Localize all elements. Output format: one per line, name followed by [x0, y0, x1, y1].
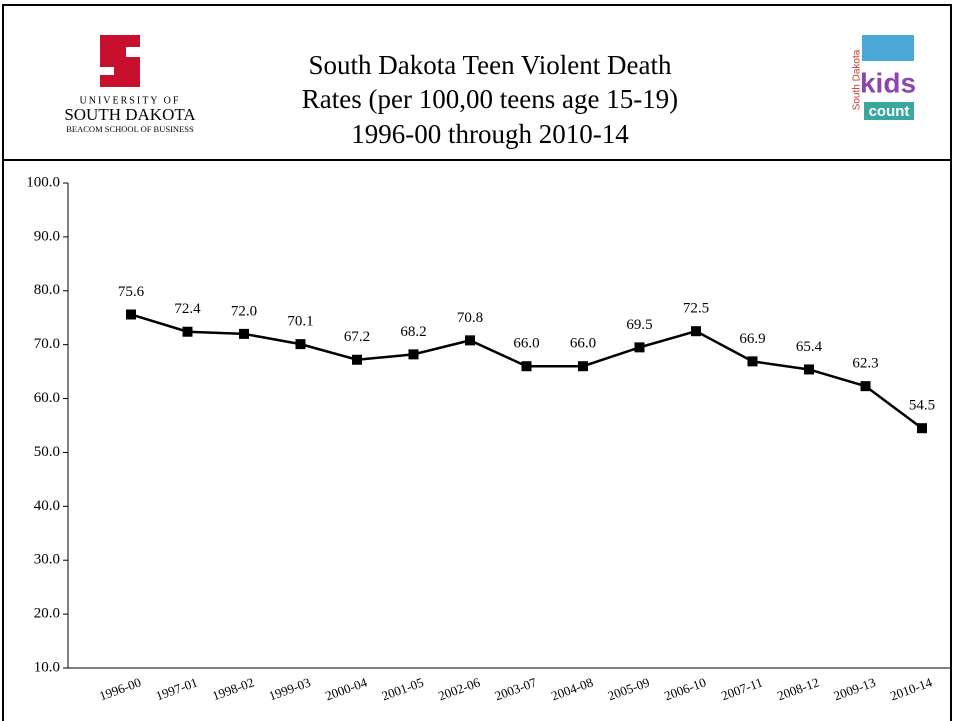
data-point: [182, 326, 193, 337]
x-tick-label: 2003-07: [493, 674, 539, 703]
data-label: 70.1: [287, 314, 313, 330]
y-tick-label: 10.0: [34, 659, 60, 675]
y-tick-label: 70.0: [34, 336, 60, 352]
data-label: 72.0: [231, 303, 257, 319]
x-tick-label: 1997-01: [154, 675, 200, 704]
logo-text: UNIVERSITY OF: [80, 95, 181, 106]
x-tick-label: 2006-10: [662, 675, 708, 704]
x-tick-label: 2000-04: [323, 674, 369, 703]
usd-logo: UNIVERSITY OF SOUTH DAKOTA BEACOM SCHOOL…: [64, 35, 196, 134]
data-point: [352, 354, 362, 365]
data-line: [130, 313, 923, 430]
logo-text: BEACOM SCHOOL OF BUSINESS: [66, 124, 194, 134]
logo-text: count: [869, 103, 910, 120]
data-label: 75.6: [118, 284, 145, 300]
data-point: [747, 356, 758, 367]
slide-frame: [2, 4, 952, 721]
x-tick-label: 2008-12: [775, 675, 821, 704]
y-tick-label: 100.0: [26, 174, 60, 190]
logo-text: South Dakota: [852, 49, 863, 110]
y-tick-label: 40.0: [34, 498, 60, 514]
data-point: [634, 342, 645, 353]
data-point: [578, 361, 588, 372]
x-tick-label: 2007-11: [719, 675, 764, 704]
x-tick-label: 1999-03: [267, 675, 313, 704]
data-label: 66.0: [513, 336, 539, 352]
y-tick-label: 50.0: [34, 444, 60, 460]
chart-title: 1996-00 through 2010-14: [351, 119, 629, 149]
kids-count-logo: South Dakota kids count: [852, 35, 916, 120]
chart-title: South Dakota Teen Violent Death: [309, 50, 672, 80]
data-label: 70.8: [457, 310, 483, 326]
x-tick-label: 2005-09: [606, 675, 652, 704]
logo-text: SOUTH DAKOTA: [64, 105, 196, 124]
data-label: 72.4: [174, 301, 201, 317]
x-tick-label: 2002-06: [436, 674, 482, 703]
usd-emblem: [100, 35, 140, 87]
data-point: [408, 349, 419, 360]
data-point: [804, 364, 814, 375]
logo-box: [864, 102, 914, 120]
logo-text: kids: [860, 67, 916, 98]
x-tick-label: 2001-05: [380, 675, 426, 704]
data-label: 62.3: [852, 356, 878, 372]
y-tick-label: 80.0: [34, 282, 60, 298]
data-label: 66.0: [570, 336, 596, 352]
data-label: 72.5: [683, 301, 709, 317]
data-label: 67.2: [344, 329, 370, 345]
data-label: 66.9: [739, 331, 765, 347]
data-label: 54.5: [909, 398, 935, 414]
data-point: [691, 326, 701, 337]
y-tick-label: 90.0: [34, 228, 60, 244]
chart-title: Rates (per 100,00 teens age 15-19): [302, 84, 678, 114]
x-tick-label: 2004-08: [549, 675, 595, 704]
data-point: [126, 309, 136, 320]
data-point: [521, 361, 532, 372]
x-tick-label: 2009-13: [832, 675, 878, 704]
x-tick-label: 2010-14: [888, 674, 934, 703]
data-label: 65.4: [796, 339, 823, 355]
data-label: 68.2: [400, 324, 426, 340]
data-point: [295, 339, 306, 350]
x-tick-label: 1998-02: [210, 675, 256, 704]
data-label: 69.5: [626, 317, 652, 333]
data-point: [917, 423, 927, 434]
y-tick-label: 60.0: [34, 390, 60, 406]
data-point: [239, 328, 249, 339]
y-tick-label: 30.0: [34, 552, 60, 568]
logo-hands: [862, 35, 914, 61]
y-tick-label: 20.0: [34, 606, 60, 622]
data-point: [860, 381, 871, 392]
x-tick-label: 1996-00: [97, 675, 143, 704]
data-point: [465, 335, 475, 346]
